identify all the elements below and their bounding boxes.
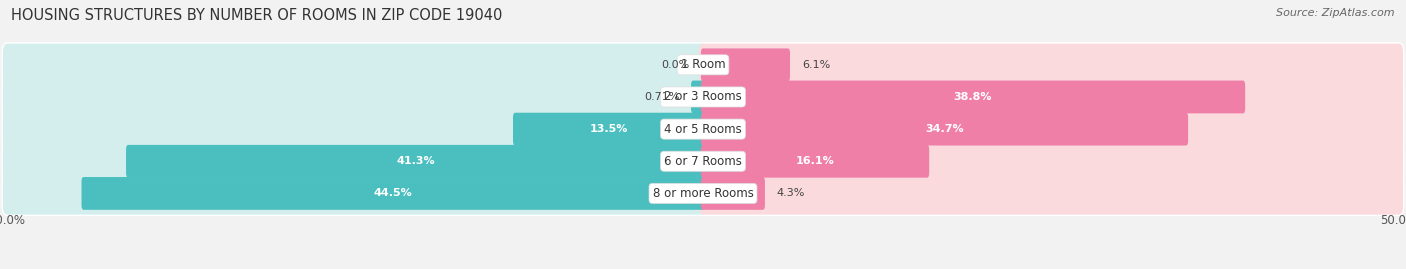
FancyBboxPatch shape: [702, 177, 765, 210]
Text: 38.8%: 38.8%: [953, 92, 993, 102]
Text: HOUSING STRUCTURES BY NUMBER OF ROOMS IN ZIP CODE 19040: HOUSING STRUCTURES BY NUMBER OF ROOMS IN…: [11, 8, 502, 23]
Text: 1 Room: 1 Room: [681, 58, 725, 71]
FancyBboxPatch shape: [3, 76, 1403, 118]
Text: 16.1%: 16.1%: [796, 156, 834, 166]
FancyBboxPatch shape: [702, 81, 1246, 113]
FancyBboxPatch shape: [702, 48, 790, 81]
FancyBboxPatch shape: [3, 44, 707, 86]
FancyBboxPatch shape: [699, 172, 1403, 215]
FancyBboxPatch shape: [699, 108, 1403, 150]
Text: 8 or more Rooms: 8 or more Rooms: [652, 187, 754, 200]
Text: 13.5%: 13.5%: [591, 124, 628, 134]
FancyBboxPatch shape: [513, 113, 704, 146]
FancyBboxPatch shape: [699, 140, 1403, 182]
Text: 41.3%: 41.3%: [396, 156, 434, 166]
FancyBboxPatch shape: [690, 81, 704, 113]
FancyBboxPatch shape: [702, 113, 1188, 146]
FancyBboxPatch shape: [702, 145, 929, 178]
Text: 34.7%: 34.7%: [925, 124, 965, 134]
Text: 4 or 5 Rooms: 4 or 5 Rooms: [664, 123, 742, 136]
Text: 0.71%: 0.71%: [644, 92, 679, 102]
Text: 4.3%: 4.3%: [776, 188, 806, 199]
Text: 6 or 7 Rooms: 6 or 7 Rooms: [664, 155, 742, 168]
FancyBboxPatch shape: [3, 108, 707, 150]
FancyBboxPatch shape: [699, 76, 1403, 118]
Text: 0.0%: 0.0%: [661, 60, 689, 70]
FancyBboxPatch shape: [3, 140, 1403, 182]
FancyBboxPatch shape: [3, 44, 1403, 86]
FancyBboxPatch shape: [3, 172, 707, 215]
FancyBboxPatch shape: [3, 172, 1403, 215]
Text: 6.1%: 6.1%: [801, 60, 830, 70]
Text: Source: ZipAtlas.com: Source: ZipAtlas.com: [1277, 8, 1395, 18]
FancyBboxPatch shape: [82, 177, 704, 210]
Text: 2 or 3 Rooms: 2 or 3 Rooms: [664, 90, 742, 104]
FancyBboxPatch shape: [127, 145, 704, 178]
FancyBboxPatch shape: [3, 108, 1403, 150]
FancyBboxPatch shape: [3, 140, 707, 182]
FancyBboxPatch shape: [699, 44, 1403, 86]
Text: 44.5%: 44.5%: [374, 188, 413, 199]
FancyBboxPatch shape: [3, 76, 707, 118]
